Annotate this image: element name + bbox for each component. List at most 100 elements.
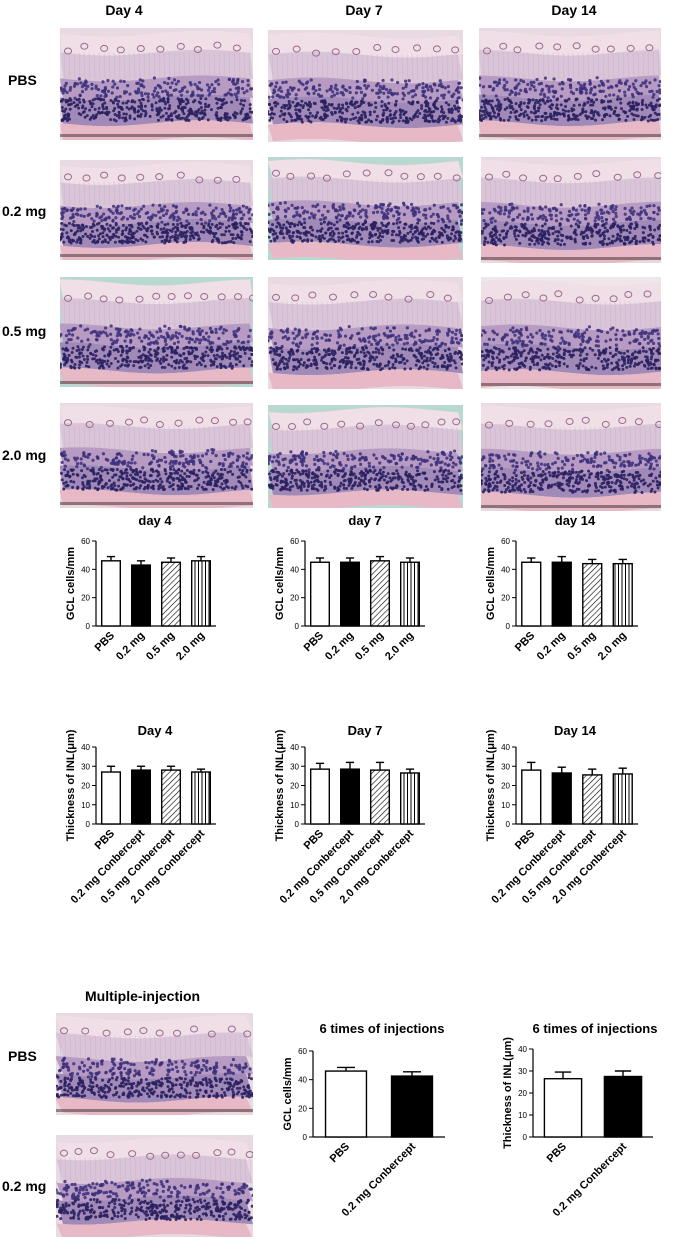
column-label-day14: Day 14 (514, 2, 634, 18)
chart-title: Day 14 (554, 723, 597, 738)
category-label: PBS (513, 828, 537, 852)
y-tick-label: 0 (506, 622, 511, 631)
category-label: 2.0 mg (596, 630, 629, 663)
y-tick-label: 0 (295, 820, 300, 829)
histology-panel (481, 277, 661, 389)
y-tick-label: 0 (86, 820, 91, 829)
bar (371, 770, 390, 824)
bar (102, 561, 121, 626)
y-tick-label: 40 (298, 1076, 307, 1085)
histology-panel (268, 405, 463, 508)
y-tick-label: 60 (81, 537, 90, 546)
histology-panel (60, 277, 253, 387)
multi-row-label-0-2mg: 0.2 mg (2, 1178, 46, 1194)
y-axis-label: GCL cells/mm (65, 547, 77, 620)
category-label: 0.2 mg Conbercept (340, 1140, 419, 1219)
category-label: 0.5 mg (565, 630, 598, 663)
bar (552, 773, 571, 824)
bar (311, 562, 330, 626)
category-label: 0.5 mg (144, 630, 177, 663)
histology-image (60, 160, 253, 260)
histology-panel (56, 1013, 253, 1115)
category-label: PBS (93, 630, 117, 654)
histology-panel (268, 157, 463, 260)
y-tick-label: 20 (290, 782, 299, 791)
bar (583, 775, 602, 824)
bar (311, 769, 330, 824)
row-label-pbs: PBS (8, 72, 37, 88)
row-label-2-0mg: 2.0 mg (2, 447, 46, 463)
histology-image (268, 30, 463, 142)
bar (132, 770, 151, 824)
y-tick-label: 60 (501, 537, 510, 546)
category-label: PBS (328, 1141, 352, 1165)
histology-panel (60, 28, 253, 140)
category-label: PBS (513, 630, 537, 654)
bar (341, 769, 360, 824)
y-axis-label: Thickness of INL(μm) (502, 1037, 514, 1149)
bar (392, 1076, 433, 1137)
histology-image (268, 405, 463, 508)
bar (552, 562, 571, 626)
y-tick-label: 10 (81, 801, 90, 810)
bar (604, 1077, 641, 1138)
y-axis-label: GCL cells/mm (485, 547, 497, 620)
y-tick-label: 60 (290, 537, 299, 546)
y-tick-label: 40 (81, 565, 90, 574)
y-axis-label: Thickness of INL(μm) (274, 729, 286, 841)
column-label-day7: Day 7 (304, 2, 424, 18)
bar (544, 1079, 581, 1137)
y-tick-label: 30 (81, 762, 90, 771)
row-label-0-2mg: 0.2 mg (2, 203, 46, 219)
histology-panel (481, 157, 661, 263)
histology-image (56, 1135, 253, 1237)
y-tick-label: 20 (501, 594, 510, 603)
bar (162, 770, 181, 824)
bar (401, 773, 420, 824)
bar (583, 564, 602, 626)
y-tick-label: 30 (518, 1067, 527, 1076)
chart-title: 6 times of injections (320, 1021, 445, 1036)
category-label: PBS (545, 1141, 569, 1165)
bar (192, 561, 211, 626)
histology-panel (479, 28, 661, 140)
histology-panel (60, 160, 253, 260)
bar (132, 565, 151, 626)
bar (341, 562, 360, 626)
chart-title: 6 times of injections (533, 1021, 658, 1036)
bar (371, 561, 390, 626)
histology-image (481, 403, 661, 511)
y-tick-label: 40 (501, 743, 510, 752)
histology-image (479, 28, 661, 140)
histology-panel (56, 1135, 253, 1237)
y-axis-label: GCL cells/mm (282, 1057, 294, 1130)
y-tick-label: 0 (523, 1133, 528, 1142)
bar (162, 562, 181, 626)
y-tick-label: 20 (81, 594, 90, 603)
histology-panel (60, 403, 253, 508)
bar (102, 772, 121, 824)
chart-title: day 14 (555, 513, 596, 528)
y-tick-label: 30 (290, 762, 299, 771)
y-axis-label: Thickness of INL(μm) (485, 729, 497, 841)
category-label: PBS (302, 630, 326, 654)
histology-image (56, 1013, 253, 1115)
category-label: PBS (93, 828, 117, 852)
histology-panel (268, 277, 463, 389)
y-tick-label: 0 (303, 1133, 308, 1142)
histology-panel (481, 403, 661, 511)
bar (522, 770, 541, 824)
y-tick-label: 20 (518, 1089, 527, 1098)
histology-image (60, 403, 253, 508)
category-label: 0.5 mg (353, 630, 386, 663)
bar (192, 772, 211, 824)
category-label: 0.2 mg (114, 630, 147, 663)
y-tick-label: 20 (290, 594, 299, 603)
bar (522, 562, 541, 626)
histology-image (60, 28, 253, 140)
